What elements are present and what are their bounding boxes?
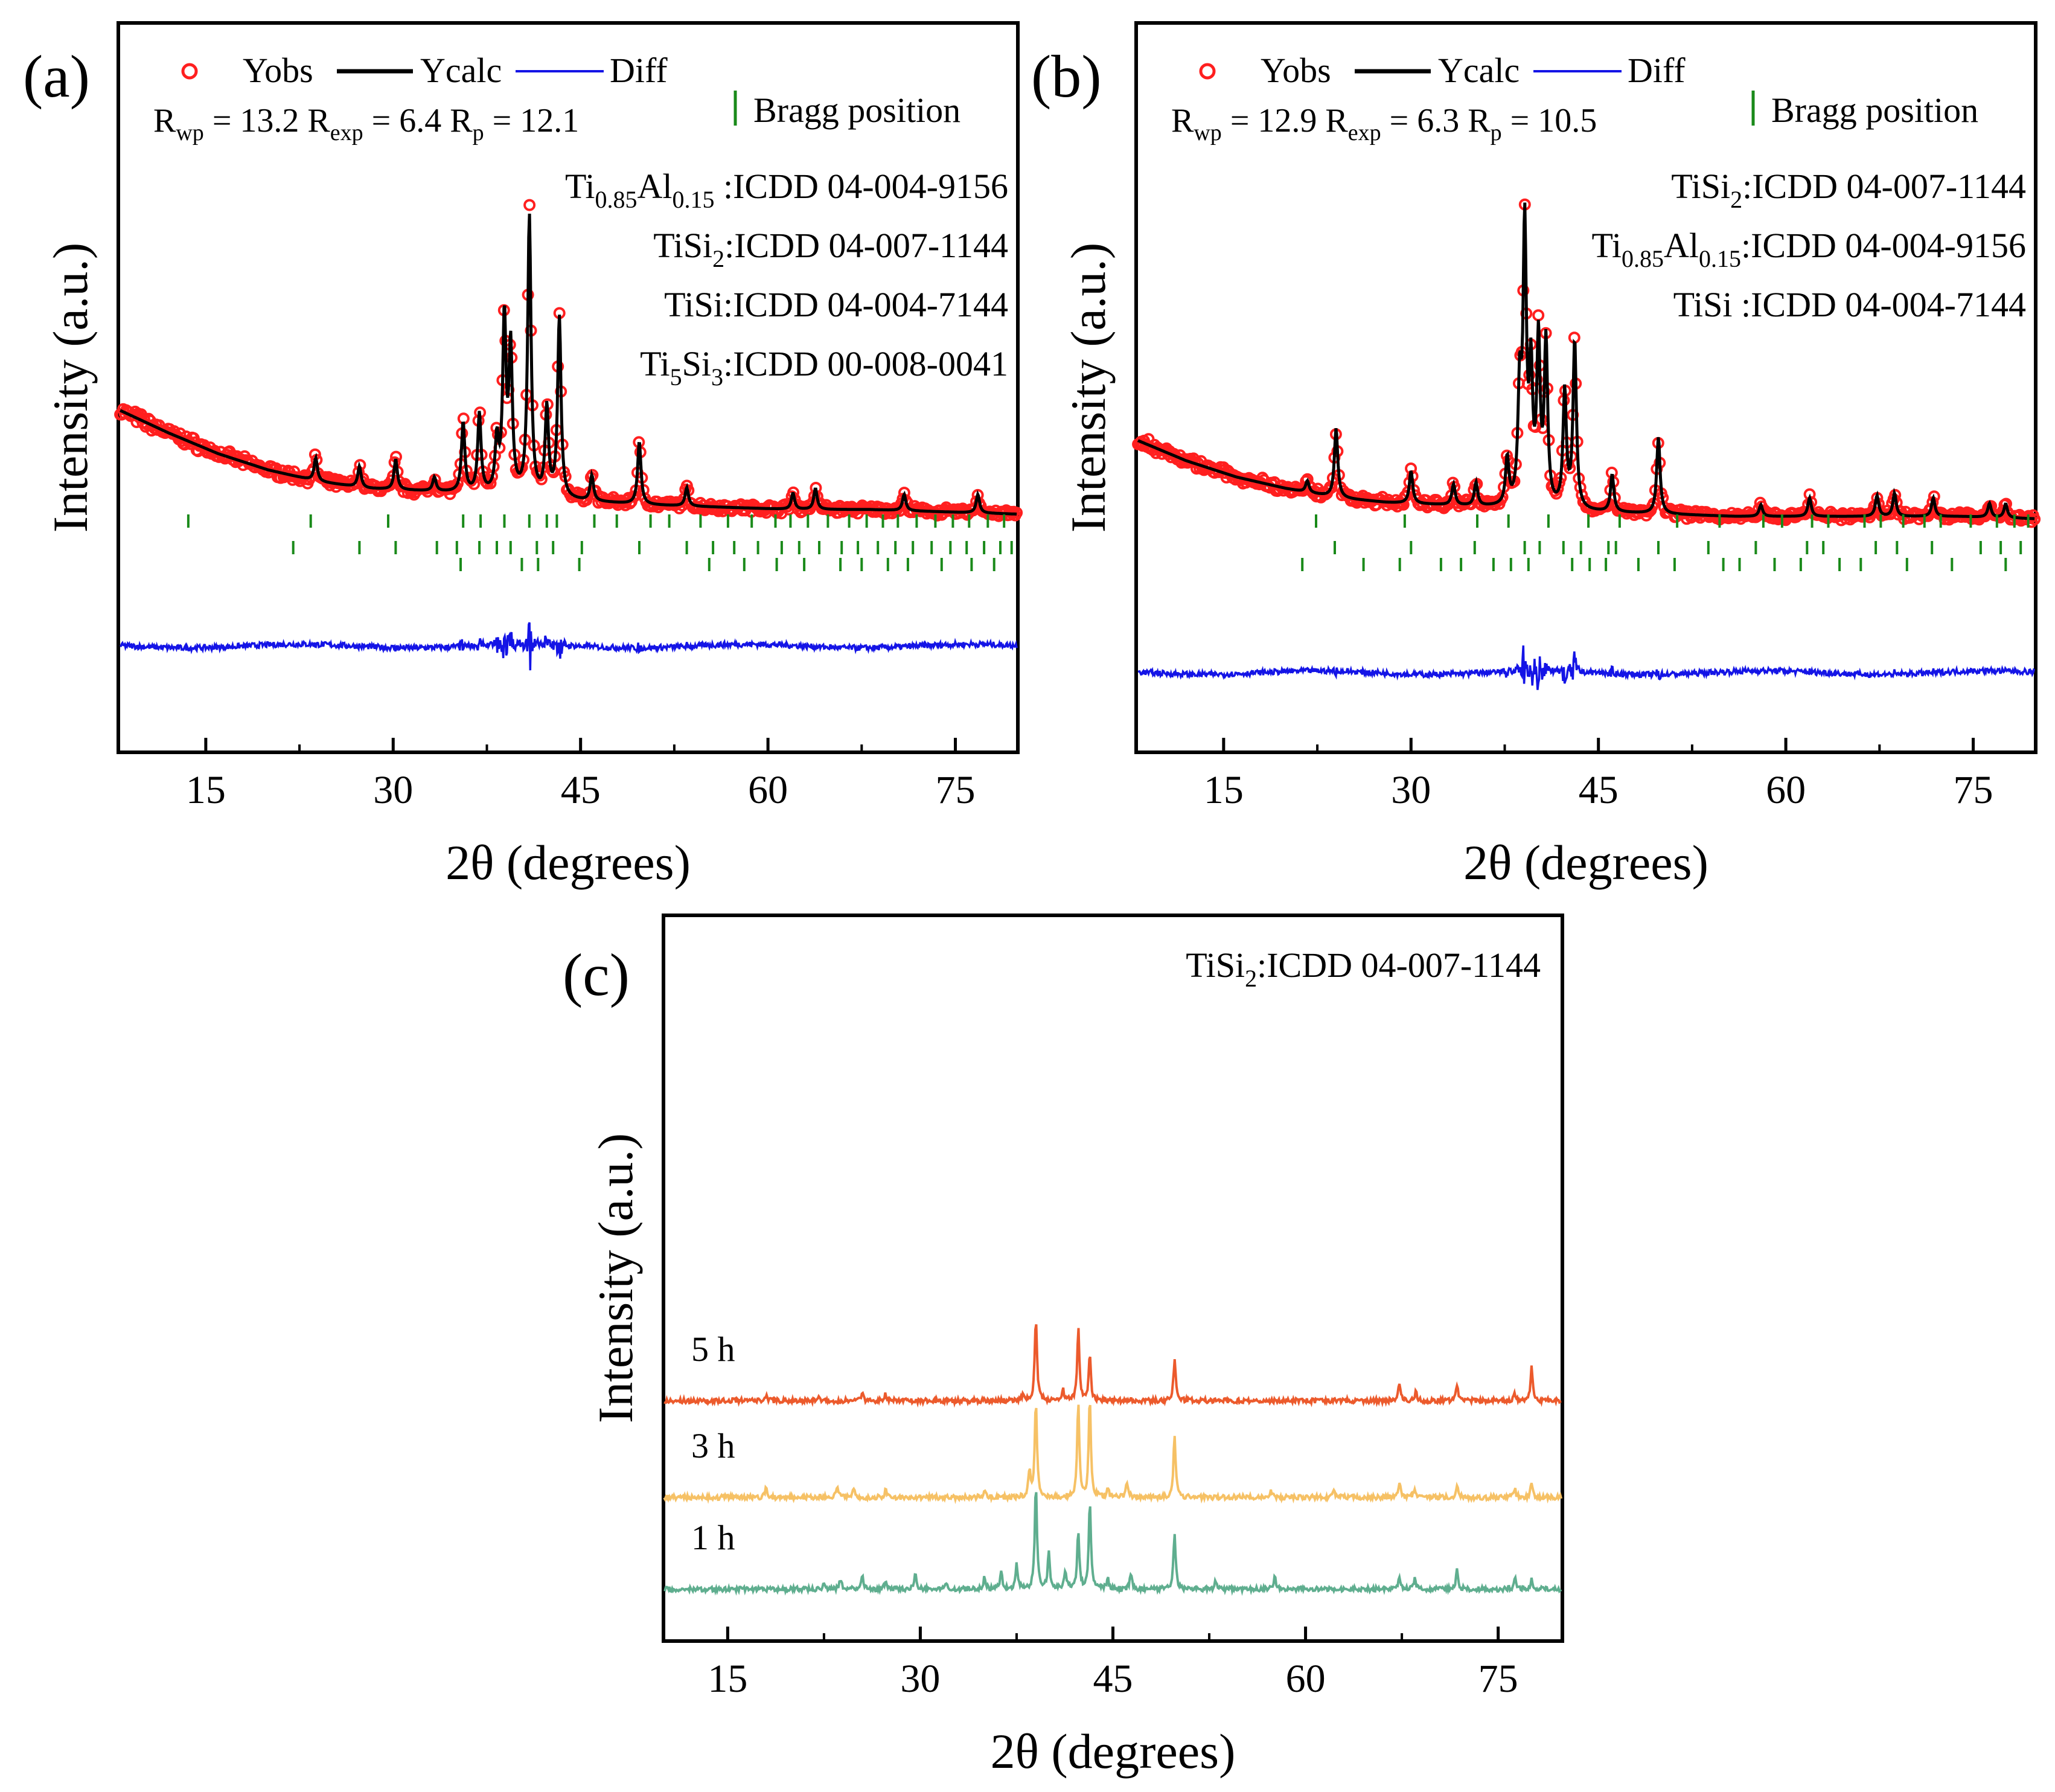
- phase-label: TiSi :ICDD 04-004-7144: [1673, 285, 2026, 324]
- phase-label: TiSi2:ICDD 04-007-1144: [1186, 946, 1541, 992]
- yobs-point: [429, 473, 441, 486]
- x-tick-label: 30: [1391, 768, 1431, 812]
- legend-yobs-marker: [1199, 63, 1216, 80]
- series-0-line: [663, 1492, 1562, 1596]
- legend-bragg-label: Bragg position: [1771, 91, 1978, 130]
- bragg-markers: [187, 514, 1013, 571]
- panel-c: 15 30 45 60 75 2θ (degrees) Intensity (a.u.) (c…: [563, 914, 1564, 1779]
- phase-label: Ti5Si3:ICDD 00-008-0041: [640, 344, 1008, 391]
- x-tick-label: 75: [936, 768, 976, 812]
- legend-diff-label: Diff: [610, 51, 668, 90]
- y-axis-title: Intensity (a.u.): [1061, 243, 1116, 533]
- legend-diff-label: Diff: [1628, 51, 1686, 90]
- phase-label: TiSi2:ICDD 04-007-1144: [653, 226, 1008, 272]
- x-tick-label: 15: [708, 1657, 747, 1701]
- x-axis-title: 2θ (degrees): [446, 835, 691, 890]
- series-2-line: [663, 1324, 1562, 1408]
- phase-label: TiSi2:ICDD 04-007-1144: [1671, 167, 2026, 213]
- plot-frame: [662, 914, 1564, 1643]
- x-tick-label: 60: [1286, 1657, 1326, 1701]
- series-1-line: [663, 1404, 1563, 1505]
- x-tick-label: 60: [748, 768, 788, 812]
- diff-line: [1137, 645, 2036, 690]
- series-label: 3 h: [691, 1426, 735, 1465]
- x-tick-label: 75: [1954, 768, 1993, 812]
- series-label: 5 h: [691, 1330, 735, 1369]
- panel-label: (a): [23, 43, 90, 110]
- diff-line: [120, 622, 1018, 671]
- legend-bragg-label: Bragg position: [753, 91, 960, 130]
- legend-yobs-label: Yobs: [1261, 51, 1331, 90]
- refinement-factors: Rwp = 13.2 Rexp = 6.4 Rp = 12.1: [153, 102, 579, 146]
- panel-label: (b): [1031, 43, 1102, 110]
- bragg-markers: [1301, 514, 2030, 571]
- legend-ycalc-label: Ycalc: [420, 51, 502, 90]
- x-tick-label: 30: [373, 768, 413, 812]
- y-axis-title: Intensity (a.u.): [588, 1133, 643, 1423]
- refinement-factors: Rwp = 12.9 Rexp = 6.3 Rp = 10.5: [1171, 102, 1597, 146]
- ycalc-line: [119, 213, 1017, 516]
- panel-a: 15 30 45 60 75 2θ (degrees) Intensity (a.u.) (a…: [23, 21, 1023, 890]
- legend-ycalc-label: Ycalc: [1438, 51, 1520, 90]
- phase-label: Ti0.85Al0.15:ICDD 04-004-9156: [1591, 226, 2026, 272]
- x-tick-label: 15: [1204, 768, 1244, 812]
- x-tick-label: 30: [900, 1657, 940, 1701]
- x-axis-title: 2θ (degrees): [991, 1724, 1236, 1779]
- yobs-point: [523, 199, 536, 211]
- series-label: 1 h: [691, 1518, 735, 1557]
- x-tick-label: 45: [1093, 1657, 1133, 1701]
- plot-frame: [1134, 21, 2037, 754]
- x-tick-label: 60: [1766, 768, 1806, 812]
- plot-frame: [117, 21, 1020, 754]
- yobs-point: [1532, 309, 1545, 322]
- legend-yobs-label: Yobs: [243, 51, 313, 90]
- legend-yobs-marker: [181, 63, 198, 80]
- ycalc-line: [1137, 202, 2035, 520]
- x-axis-title: 2θ (degrees): [1463, 835, 1708, 890]
- x-tick-label: 75: [1478, 1657, 1518, 1701]
- x-tick-label: 45: [1579, 768, 1619, 812]
- phase-label: Ti0.85Al0.15 :ICDD 04-004-9156: [565, 167, 1008, 213]
- panel-label: (c): [563, 941, 630, 1008]
- x-tick-label: 15: [186, 768, 226, 812]
- x-tick-label: 45: [561, 768, 601, 812]
- y-axis-title: Intensity (a.u.): [43, 243, 98, 533]
- phase-label: TiSi:ICDD 04-004-7144: [664, 285, 1008, 324]
- panel-b: 15 30 45 60 75 2θ (degrees) Intensity (a.u.) (b…: [1031, 21, 2041, 890]
